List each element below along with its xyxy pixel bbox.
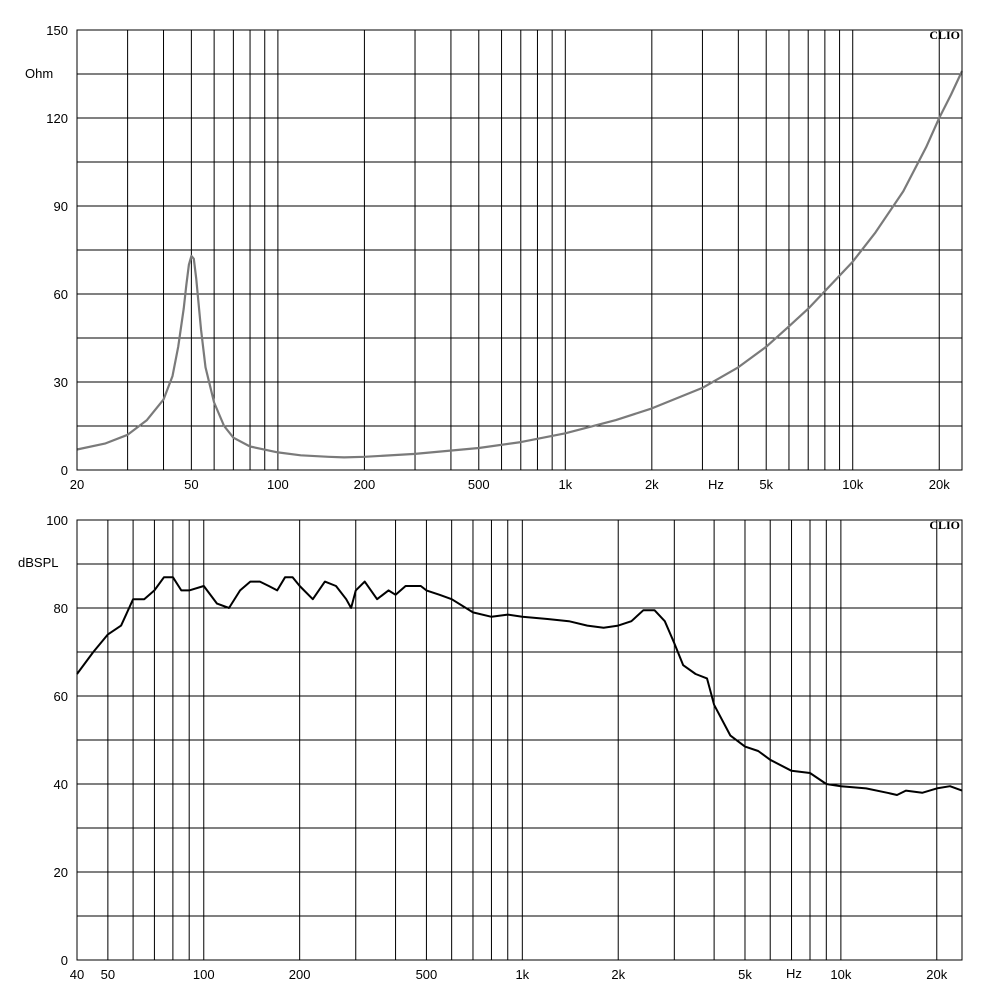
x-tick-label: 50 bbox=[184, 477, 198, 492]
impedance-clio-logo: CLIO bbox=[929, 28, 960, 42]
impedance-plot-frame bbox=[76, 29, 963, 471]
x-tick-label: 20k bbox=[926, 967, 947, 982]
x-tick-label: 500 bbox=[468, 477, 490, 492]
y-tick-label: 80 bbox=[54, 601, 68, 616]
x-tick-label: 40 bbox=[70, 967, 84, 982]
x-tick-label: 200 bbox=[354, 477, 376, 492]
x-tick-label: 2k bbox=[611, 967, 625, 982]
spl-ylabel: dBSPL bbox=[18, 555, 58, 570]
x-tick-label: 100 bbox=[267, 477, 289, 492]
y-tick-label: 0 bbox=[61, 463, 68, 478]
impedance-ylabel: Ohm bbox=[25, 66, 53, 81]
y-tick-label: 150 bbox=[46, 23, 68, 38]
y-tick-label: 90 bbox=[54, 199, 68, 214]
x-tick-label: 1k bbox=[515, 967, 529, 982]
impedance-curve bbox=[76, 70, 963, 459]
x-tick-label: 5k bbox=[738, 967, 752, 982]
x-tick-label: 200 bbox=[289, 967, 311, 982]
y-tick-label: 100 bbox=[46, 513, 68, 528]
spl-curve bbox=[76, 576, 963, 796]
x-tick-label: 10k bbox=[830, 967, 851, 982]
y-tick-label: 0 bbox=[61, 953, 68, 968]
y-tick-label: 60 bbox=[54, 689, 68, 704]
y-tick-label: 120 bbox=[46, 111, 68, 126]
spl-plot-frame bbox=[76, 519, 963, 961]
x-tick-label: 5k bbox=[759, 477, 773, 492]
x-tick-label: 2k bbox=[645, 477, 659, 492]
spl-clio-logo: CLIO bbox=[929, 518, 960, 532]
x-tick-label: 50 bbox=[101, 967, 115, 982]
y-tick-label: 20 bbox=[54, 865, 68, 880]
impedance-tick-labels: 0 30 60 90 120 150 20 50 100 200 500 1k 2k 5k 10k 20k bbox=[46, 23, 950, 492]
x-tick-label: 10k bbox=[842, 477, 863, 492]
spl-xlabel: Hz bbox=[786, 966, 802, 981]
x-tick-label: 100 bbox=[193, 967, 215, 982]
x-tick-label: 20 bbox=[70, 477, 84, 492]
y-tick-label: 40 bbox=[54, 777, 68, 792]
impedance-xlabel: Hz bbox=[708, 477, 724, 492]
x-tick-label: 20k bbox=[929, 477, 950, 492]
x-tick-label: 1k bbox=[558, 477, 572, 492]
spl-grid bbox=[77, 520, 962, 960]
impedance-grid bbox=[77, 30, 962, 470]
x-tick-label: 500 bbox=[416, 967, 438, 982]
impedance-chart: 0 30 60 90 120 150 20 50 100 200 500 1k 2k 5k 10k 20k O… bbox=[25, 23, 963, 492]
y-tick-label: 30 bbox=[54, 375, 68, 390]
spl-chart: 0 20 40 60 80 100 40 50 100 200 500 1k 2k 5k 10k 20k dB… bbox=[18, 513, 963, 982]
y-tick-label: 60 bbox=[54, 287, 68, 302]
spl-tick-labels: 0 20 40 60 80 100 40 50 100 200 500 1k 2k 5k 10k 20k bbox=[46, 513, 947, 982]
